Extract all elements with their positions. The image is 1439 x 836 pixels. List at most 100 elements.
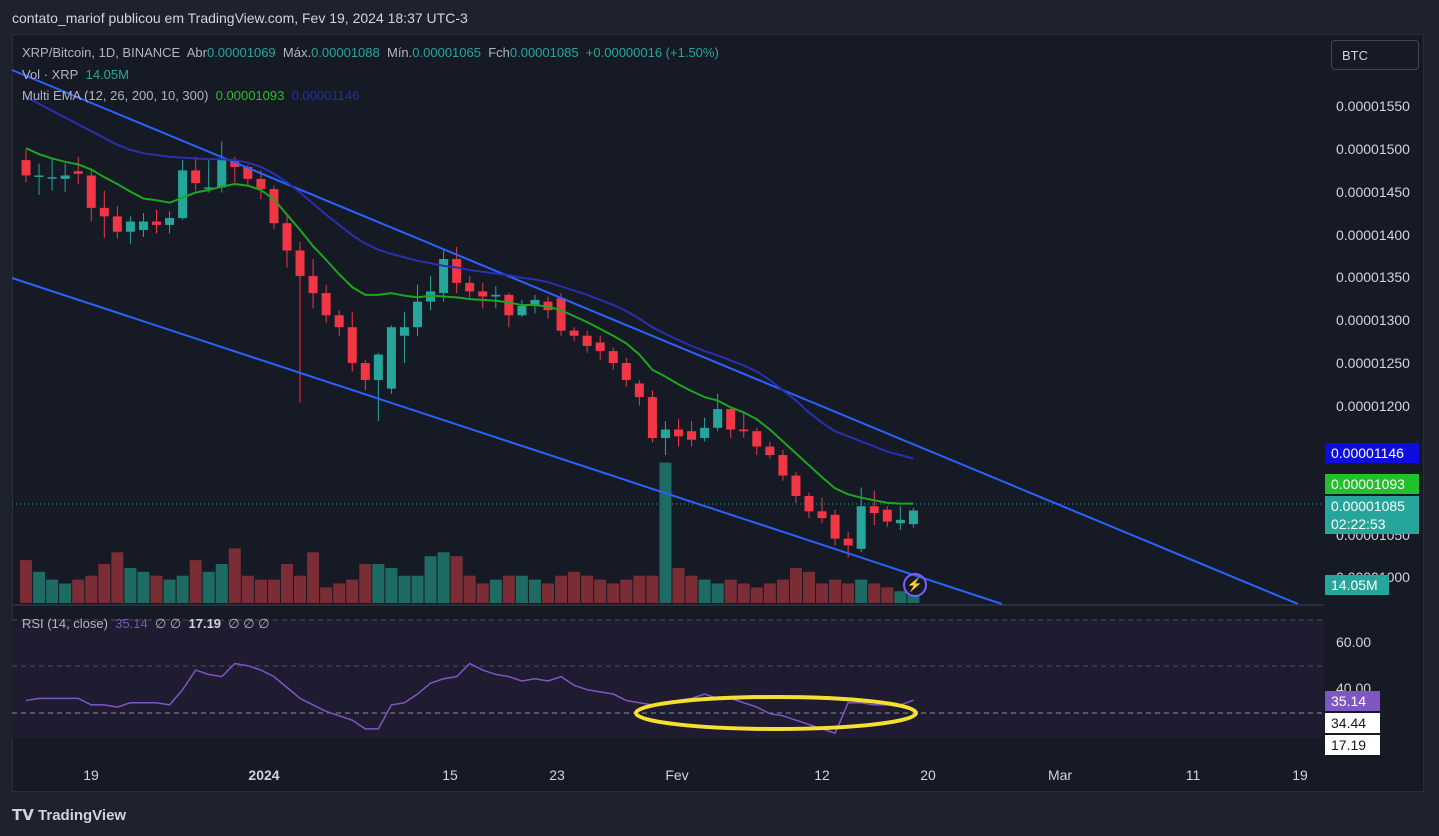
candle-body[interactable] [491,294,501,297]
candle-body[interactable] [569,330,579,336]
candle-body[interactable] [882,509,892,522]
candle-body[interactable] [595,342,605,352]
candle-body[interactable] [739,429,749,432]
candle-body[interactable] [47,177,57,179]
candle-body[interactable] [791,475,801,496]
candle-body[interactable] [439,259,449,294]
candle-body[interactable] [112,216,122,232]
candle-body[interactable] [517,305,527,316]
candle-body[interactable] [634,383,644,398]
legend-low-label: Mín. [386,45,413,60]
candle-body[interactable] [674,429,683,437]
candle-body[interactable] [908,510,918,525]
legend-rsi-value2: 17.19 [188,616,222,631]
candle-body[interactable] [843,538,853,546]
volume-bar [568,571,581,603]
candle-body[interactable] [778,455,788,476]
volume-bar [881,587,894,603]
candle-body[interactable] [191,170,201,184]
volume-bar [776,579,789,603]
candle-body[interactable] [282,223,292,251]
legend-high-label: Máx. [282,45,312,60]
legend-low: 0.00001065 [412,45,481,60]
candle-body[interactable] [413,301,422,328]
channel-upper-line[interactable] [11,69,1299,605]
candle-body[interactable] [621,363,631,381]
candle-body[interactable] [243,166,253,179]
legend-rsi-label: RSI (14, close) [22,616,108,631]
currency-button[interactable]: BTC [1331,40,1419,70]
legend-vol-label: Vol · XRP [22,67,79,82]
volume-bar [763,583,776,603]
candle-body[interactable] [687,431,697,440]
volume-bar [450,556,463,603]
candle-body[interactable] [530,299,540,306]
candle-body[interactable] [138,221,148,231]
candle-body[interactable] [165,218,175,225]
volume-bar [254,579,267,603]
volume-bar [868,583,881,603]
candle-body[interactable] [504,294,514,316]
candle-body[interactable] [452,259,462,283]
candle-body[interactable] [660,429,670,439]
candle-body[interactable] [726,409,736,430]
candle-body[interactable] [399,327,409,336]
price-tick: 0.00001450 [1336,184,1410,200]
candle-body[interactable] [347,327,357,364]
candle-body[interactable] [647,397,657,439]
volume-bar [59,583,72,603]
candle-body[interactable] [765,446,775,456]
candle-body[interactable] [256,178,266,190]
candle-body[interactable] [334,315,344,328]
legend-high: 0.00001088 [311,45,380,60]
tradingview-logo[interactable]: 𝗧𝗩 TradingView [12,806,126,824]
candle-body[interactable] [556,298,566,331]
volume-bar [398,575,411,603]
candle-body[interactable] [608,351,618,364]
volume-bar [241,575,254,603]
price-tick: 0.00001250 [1336,355,1410,371]
candle-body[interactable] [373,354,383,381]
candle-body[interactable] [21,160,31,176]
candle-body[interactable] [386,327,396,389]
candle-body[interactable] [582,335,592,346]
candle-body[interactable] [295,250,305,277]
legend-close: 0.00001085 [509,45,579,60]
candle-body[interactable] [752,431,762,447]
candle-body[interactable] [700,427,710,439]
volume-bar [476,583,489,603]
volume-bar [85,575,98,603]
legend-change: +0.00000016 (+1.50%) [585,45,719,60]
candle-body[interactable] [713,409,723,428]
candle-body[interactable] [830,514,840,539]
candle-body[interactable] [152,221,161,225]
candle-body[interactable] [817,511,827,519]
candle-body[interactable] [856,506,866,549]
candle-body[interactable] [99,207,109,217]
candle-body[interactable] [86,175,96,208]
legend-open-label: Abr [186,45,207,60]
volume-bar [907,595,920,603]
candle-body[interactable] [895,519,905,524]
candle-body[interactable] [269,189,279,224]
volume-bar [528,579,541,603]
candle-body[interactable] [217,158,227,188]
candle-body[interactable] [360,363,370,381]
candle-body[interactable] [308,276,318,294]
lightning-icon[interactable]: ⚡ [903,573,927,597]
candle-body[interactable] [73,171,83,174]
candle-body[interactable] [465,282,475,292]
candle-body[interactable] [478,291,488,297]
candle-body[interactable] [321,293,331,316]
channel-lower-line[interactable] [11,277,1003,605]
candle-body[interactable] [125,221,135,232]
candle-body[interactable] [34,175,44,177]
candle-body[interactable] [869,506,879,514]
candle-body[interactable] [178,170,188,219]
volume-bar [555,575,568,603]
rsi-tick: 60.00 [1336,634,1372,650]
candle-body[interactable] [804,496,814,512]
candle-body[interactable] [204,187,214,189]
candle-body[interactable] [60,175,70,179]
